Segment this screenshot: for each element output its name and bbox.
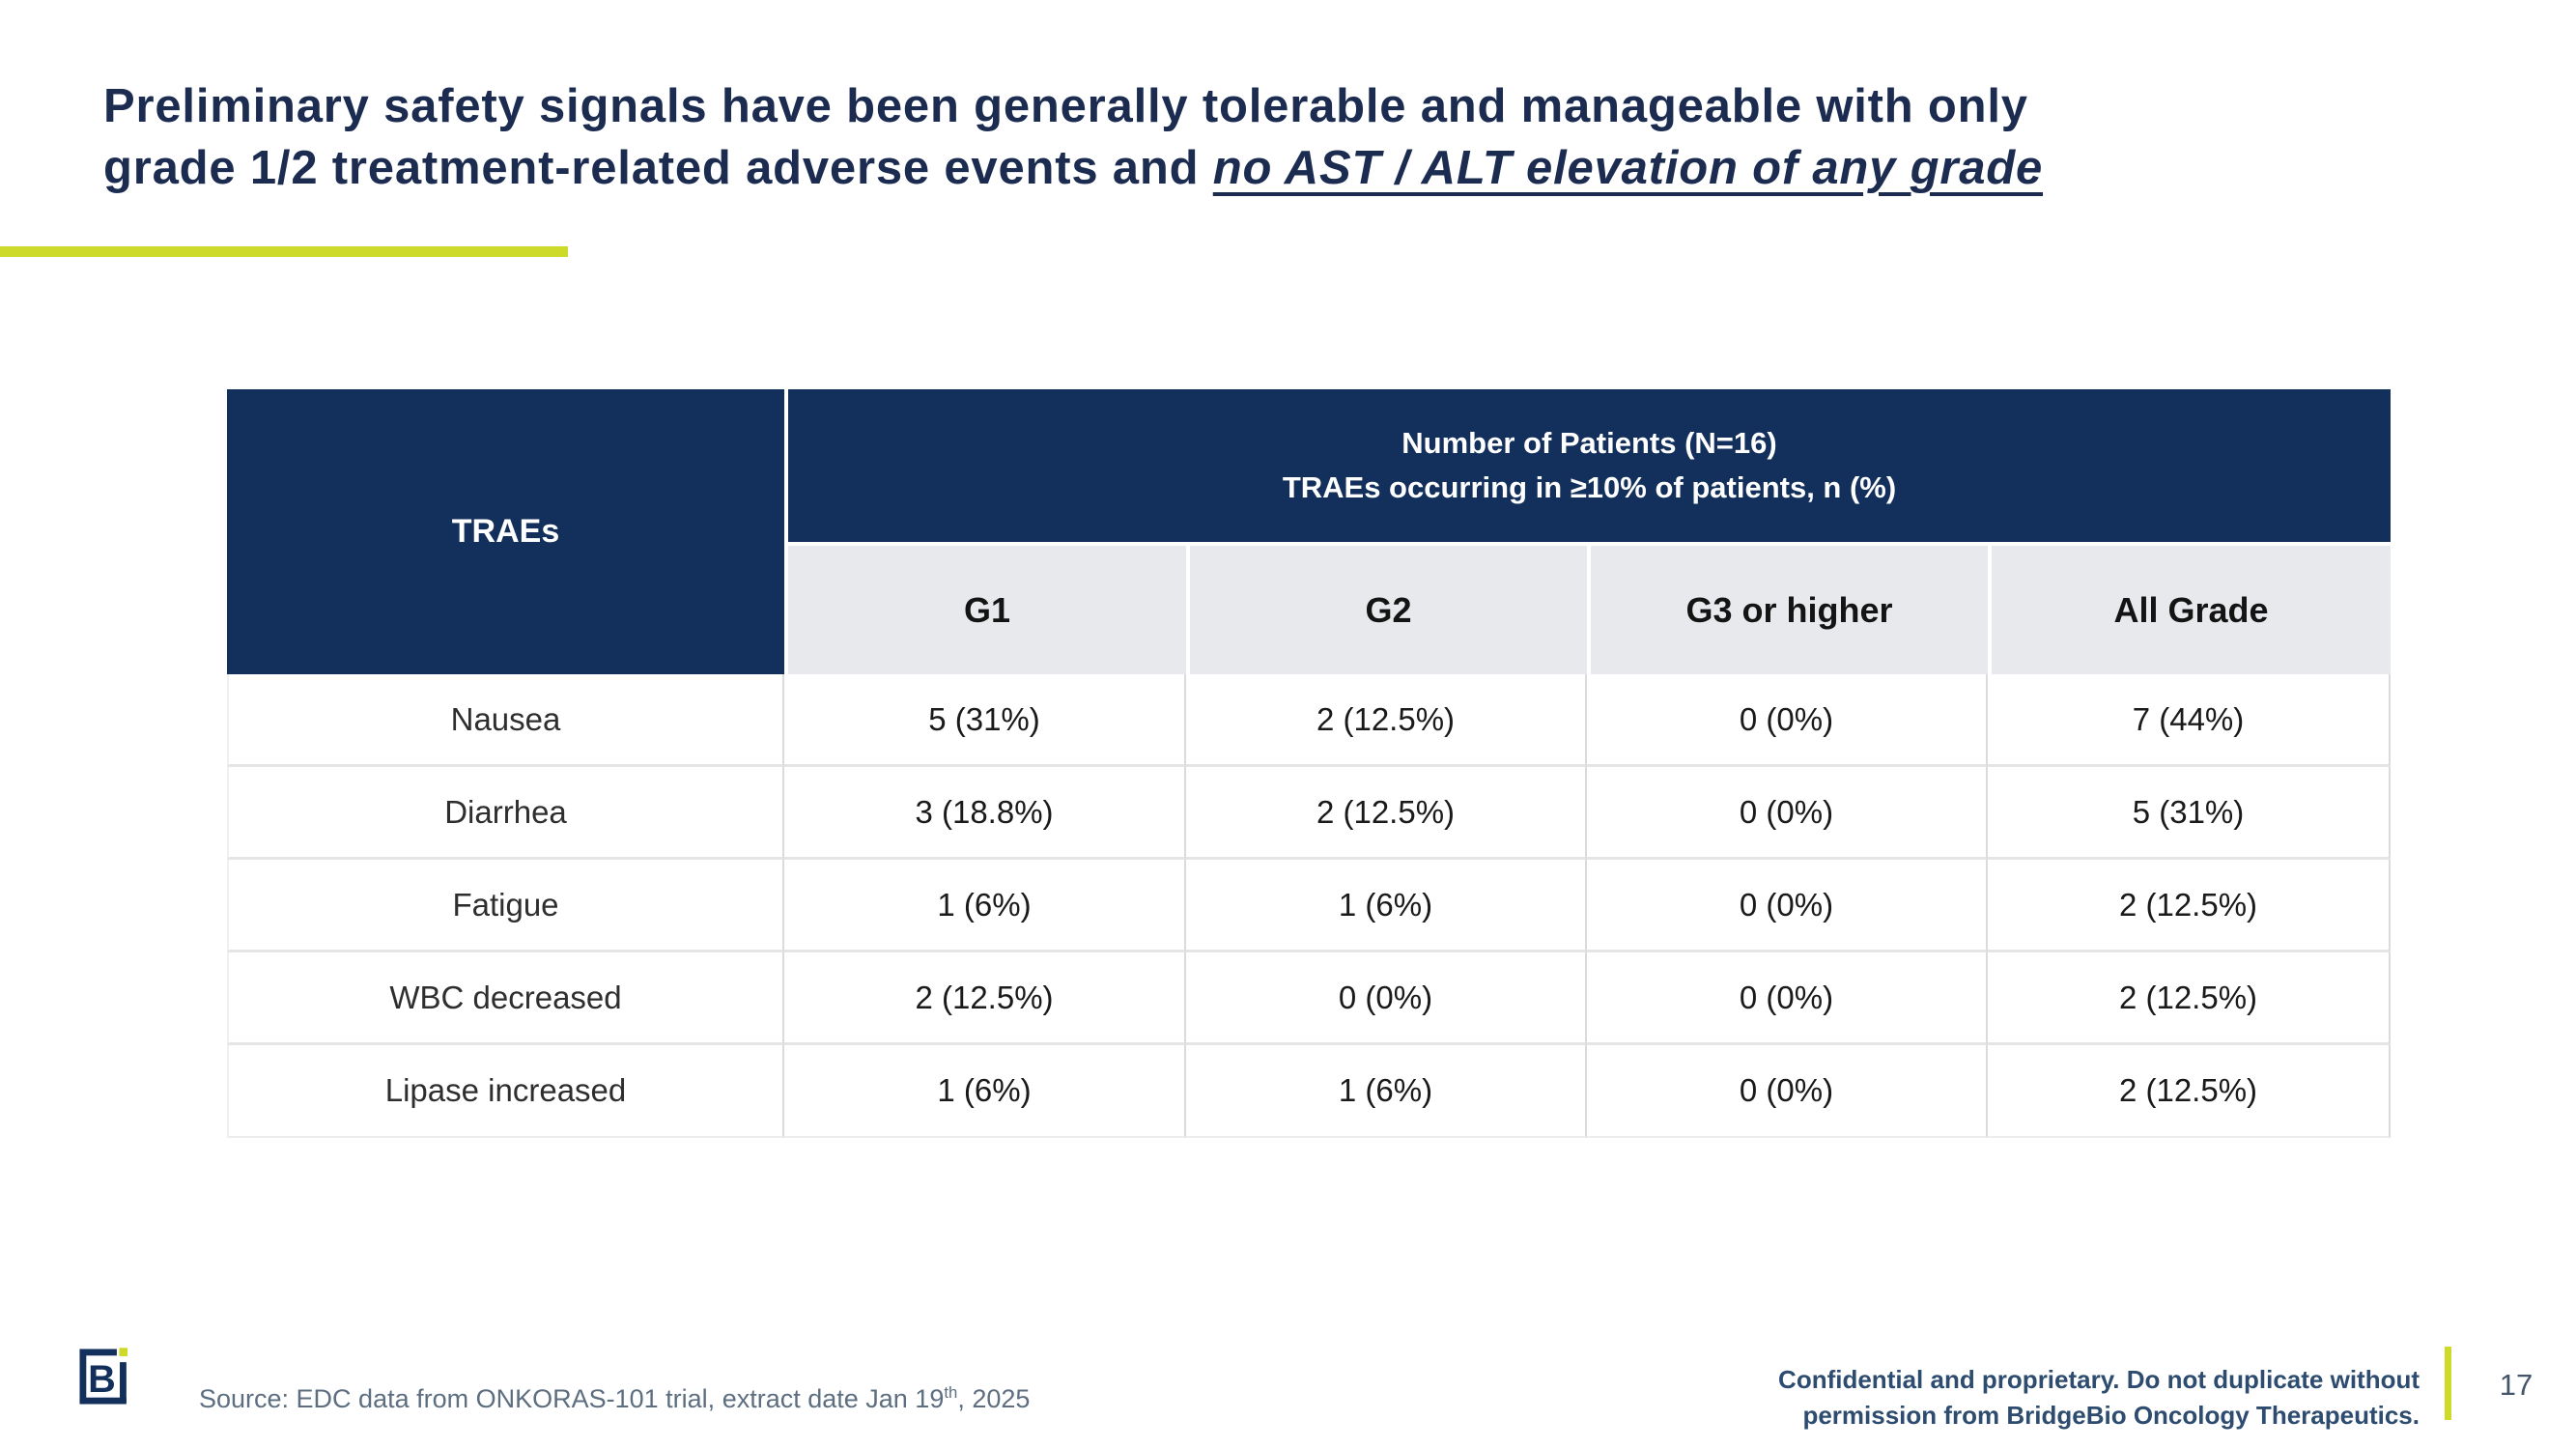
slide-title-line1: Preliminary safety signals have been gen… xyxy=(103,80,2028,132)
table-cell: 0 (0%) xyxy=(1587,674,1988,767)
bridgebio-logo-icon: B xyxy=(79,1348,128,1405)
table-cell: 0 (0%) xyxy=(1186,952,1587,1045)
confidentiality-line2: permission from BridgeBio Oncology Thera… xyxy=(1802,1401,2420,1430)
source-text-suffix: , 2025 xyxy=(957,1384,1031,1413)
table-row-label: Fatigue xyxy=(227,860,784,952)
table-cell: 1 (6%) xyxy=(784,860,1186,952)
table-main-header: Number of Patients (N=16) TRAEs occurrin… xyxy=(784,389,2391,546)
source-superscript: th xyxy=(944,1383,958,1402)
table-cell: 0 (0%) xyxy=(1587,1045,1988,1138)
confidentiality-statement: Confidential and proprietary. Do not dup… xyxy=(1778,1362,2420,1434)
table-main-header-line1: Number of Patients (N=16) xyxy=(1401,426,1777,460)
table-row-label: Diarrhea xyxy=(227,767,784,860)
table-row-label: Lipase increased xyxy=(227,1045,784,1138)
column-header-g3-or-higher: G3 or higher xyxy=(1587,546,1988,674)
table-row-label: Nausea xyxy=(227,674,784,767)
slide-title-emphasis: no AST / ALT elevation of any grade xyxy=(1212,142,2044,194)
table-cell: 7 (44%) xyxy=(1988,674,2391,767)
table-cell: 2 (12.5%) xyxy=(1186,767,1587,860)
source-note: Source: EDC data from ONKORAS-101 trial,… xyxy=(199,1383,1030,1414)
table-cell: 2 (12.5%) xyxy=(1988,952,2391,1045)
title-accent-bar xyxy=(0,246,568,257)
source-text: Source: EDC data from ONKORAS-101 trial,… xyxy=(199,1384,945,1413)
logo-letter: B xyxy=(88,1358,116,1401)
column-header-g2: G2 xyxy=(1186,546,1587,674)
slide-title-line2-normal: grade 1/2 treatment-related adverse even… xyxy=(103,142,1213,194)
table-cell: 0 (0%) xyxy=(1587,767,1988,860)
confidentiality-line1: Confidential and proprietary. Do not dup… xyxy=(1778,1365,2420,1394)
table-cell: 1 (6%) xyxy=(1186,1045,1587,1138)
table-cell: 0 (0%) xyxy=(1587,952,1988,1045)
table-cell: 2 (12.5%) xyxy=(1186,674,1587,767)
page-number-divider xyxy=(2445,1347,2451,1420)
table-cell: 0 (0%) xyxy=(1587,860,1988,952)
table-cell: 2 (12.5%) xyxy=(1988,1045,2391,1138)
table-cell: 1 (6%) xyxy=(1186,860,1587,952)
column-header-g1: G1 xyxy=(784,546,1186,674)
table-cell: 5 (31%) xyxy=(784,674,1186,767)
slide-title-line2: grade 1/2 treatment-related adverse even… xyxy=(103,137,2537,199)
table-cell: 2 (12.5%) xyxy=(1988,860,2391,952)
table-main-header-line2: TRAEs occurring in ≥10% of patients, n (… xyxy=(1282,470,1897,504)
table-corner-header: TRAEs xyxy=(227,389,784,674)
table-row-label: WBC decreased xyxy=(227,952,784,1045)
table-cell: 1 (6%) xyxy=(784,1045,1186,1138)
table-cell: 5 (31%) xyxy=(1988,767,2391,860)
slide-title: Preliminary safety signals have been gen… xyxy=(103,75,2537,199)
table-cell: 3 (18.8%) xyxy=(784,767,1186,860)
column-header-all-grade: All Grade xyxy=(1988,546,2391,674)
traes-table: TRAEs Number of Patients (N=16) TRAEs oc… xyxy=(227,389,2391,1138)
table-cell: 2 (12.5%) xyxy=(784,952,1186,1045)
page-number: 17 xyxy=(2499,1368,2534,1402)
